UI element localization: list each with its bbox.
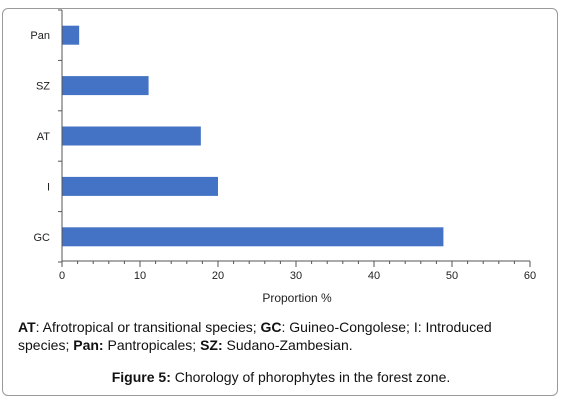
bars bbox=[62, 25, 444, 247]
caption-part: Sudano-Zambesian. bbox=[222, 337, 353, 353]
figure-label: Figure 5: bbox=[111, 369, 171, 385]
bar-sz bbox=[62, 76, 149, 96]
figure-title-text: Chorology of phorophytes in the forest z… bbox=[170, 369, 451, 385]
x-tick-label: 20 bbox=[212, 270, 224, 282]
bar-gc bbox=[62, 227, 444, 247]
caption-part: : Guineo-Congolese; I: Introduced specie… bbox=[18, 319, 492, 353]
bar-pan bbox=[62, 25, 80, 45]
x-axis-title: Proportion % bbox=[262, 291, 332, 305]
x-tick-label: 30 bbox=[290, 270, 302, 282]
y-tick-label: I bbox=[47, 181, 50, 193]
x-tick-label: 60 bbox=[524, 270, 536, 282]
x-tick-label: 10 bbox=[134, 270, 146, 282]
x-tick-label: 0 bbox=[59, 270, 65, 282]
caption-part: GC bbox=[260, 319, 282, 335]
figure-caption: AT: Afrotropical or transitional species… bbox=[18, 318, 546, 354]
x-tick-label: 50 bbox=[446, 270, 458, 282]
caption-part: Pan: bbox=[73, 337, 104, 353]
bar-at bbox=[62, 126, 201, 146]
figure-title: Figure 5: Chorology of phorophytes in th… bbox=[0, 369, 562, 385]
bar-chart: Pan SZ AT I GC 0 10 20 30 40 50 60 Proportion % bbox=[30, 9, 536, 305]
y-tick-label: GC bbox=[34, 232, 51, 244]
caption-part: SZ: bbox=[200, 337, 223, 353]
x-axis: 0 10 20 30 40 50 60 bbox=[59, 260, 536, 282]
caption-part: Pantropicales; bbox=[103, 337, 201, 353]
caption-part: AT bbox=[18, 319, 36, 335]
y-tick-label: AT bbox=[37, 131, 51, 143]
y-tick-label: Pan bbox=[30, 30, 50, 42]
caption-part: : Afrotropical or transitional species; bbox=[35, 319, 261, 335]
y-axis: Pan SZ AT I GC bbox=[30, 9, 63, 263]
figure-frame bbox=[2, 8, 558, 396]
y-tick-label: SZ bbox=[36, 81, 50, 93]
x-tick-label: 40 bbox=[368, 270, 380, 282]
bar-i bbox=[62, 176, 218, 196]
